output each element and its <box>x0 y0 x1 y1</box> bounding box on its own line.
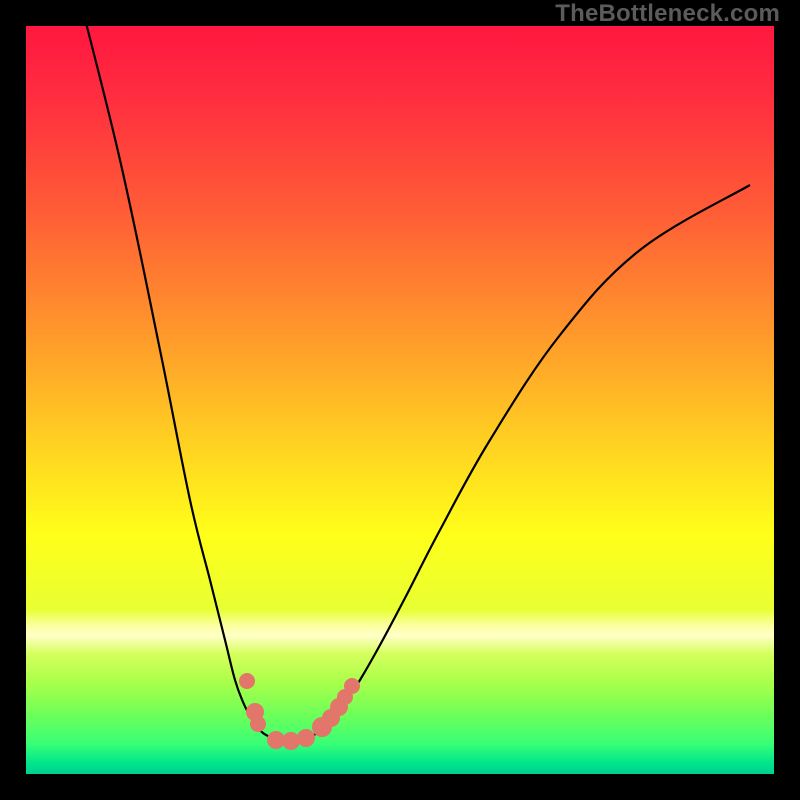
plot-area <box>26 26 774 774</box>
curve-svg <box>26 26 774 774</box>
data-marker <box>250 716 266 732</box>
data-marker <box>239 673 255 689</box>
watermark: TheBottleneck.com <box>555 0 780 28</box>
data-marker <box>344 678 360 694</box>
bottleneck-curve <box>75 26 750 741</box>
